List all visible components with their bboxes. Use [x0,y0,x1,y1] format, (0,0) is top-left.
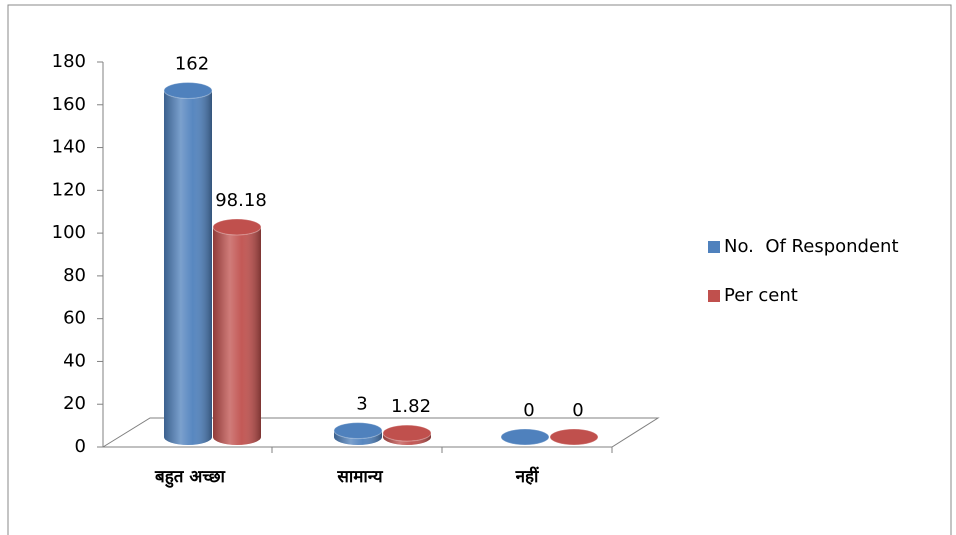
bar-top [333,422,383,440]
y-tick-label: 120 [52,179,86,200]
y-tick-label: 180 [52,51,86,72]
y-tick-label: 160 [52,94,86,115]
y-tick-label: 100 [52,222,86,243]
bar-top [212,218,262,236]
y-tick-label: 60 [63,308,86,329]
bar-top [163,82,213,99]
value-label: 162 [175,54,209,75]
x-tick-label: सामान्य [336,467,383,487]
chart-border [7,4,952,535]
bar-shade [383,433,431,445]
value-label: 1.82 [391,396,431,417]
y-tick-label: 0 [75,436,86,457]
x-tick-label: बहुत अच्छा [154,467,226,488]
bar-shade [334,430,382,445]
y-tick-label: 140 [52,137,86,158]
value-label: 0 [572,400,583,421]
value-label: 98.18 [215,190,267,211]
y-tick-label: 80 [63,265,86,286]
y-tick-label: 20 [63,393,86,414]
legend-label: No. Of Respondent [724,236,899,257]
bar-top [549,428,599,446]
x-tick-label: नहीं [515,466,539,487]
value-label: 0 [523,400,534,421]
legend-swatch [708,290,720,302]
y-tick-label: 40 [63,350,86,371]
bar-top [382,424,432,442]
floor [102,62,660,453]
value-label: 3 [356,394,367,415]
legend-swatch [708,241,720,253]
bar-shade [213,227,261,445]
bar-shade [164,90,212,445]
legend-label: Per cent [724,285,798,306]
bar-top [500,428,550,446]
